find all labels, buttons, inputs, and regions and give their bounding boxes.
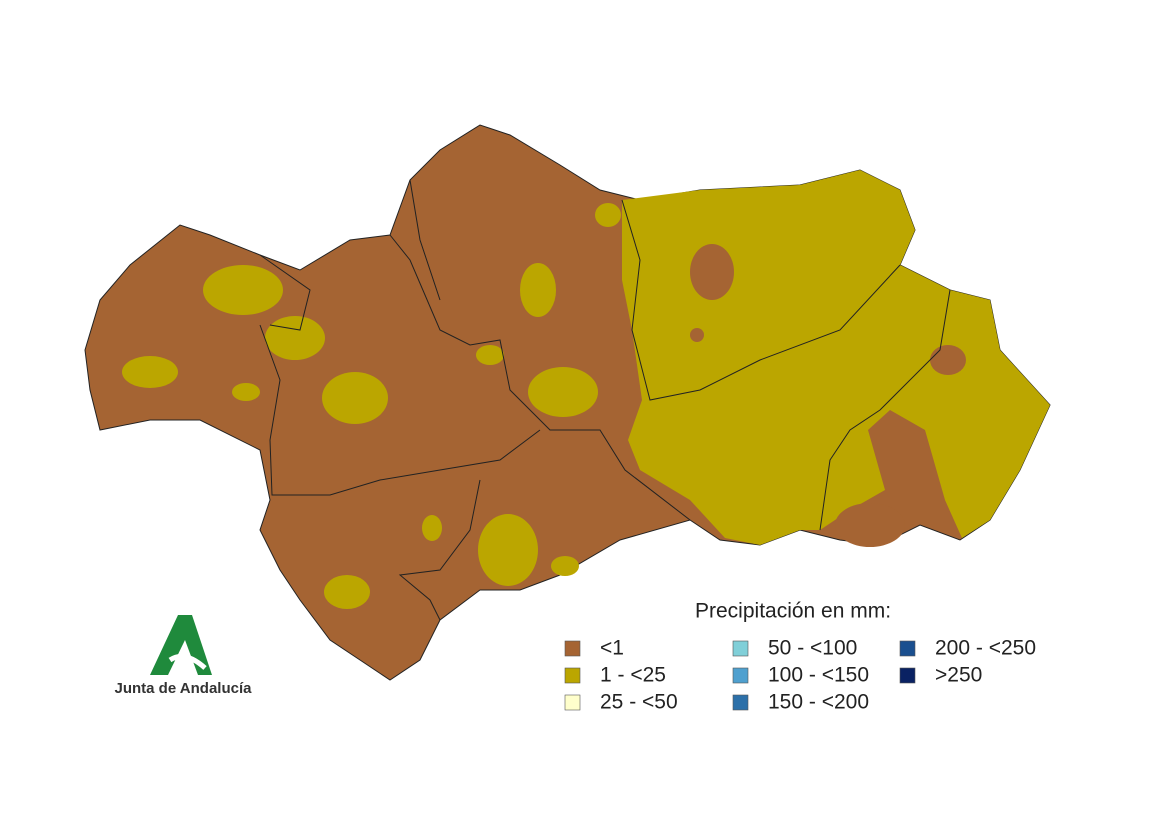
legend-swatch — [899, 667, 916, 684]
legend-label: >250 — [935, 664, 982, 687]
map — [84, 124, 1051, 681]
province-border — [259, 324, 541, 496]
province-border — [389, 234, 691, 521]
legend-swatch — [564, 640, 581, 657]
dry-patch — [930, 345, 966, 375]
province-border — [398, 479, 481, 621]
province-border — [259, 254, 311, 331]
legend-label: <1 — [600, 637, 624, 660]
legend-label: 150 - <200 — [768, 691, 869, 714]
legend-label: 1 - <25 — [600, 664, 666, 687]
legend: Precipitación en mm: <1 1 - <25 25 - <50 50… — [564, 600, 1036, 714]
legend-label: 50 - <100 — [768, 637, 857, 660]
dry-patch — [690, 244, 734, 300]
legend-title: Precipitación en mm: — [695, 600, 891, 623]
legend-label: 100 - <150 — [768, 664, 869, 687]
province-border — [819, 289, 951, 531]
dry-patch — [835, 503, 905, 547]
province-border — [621, 199, 901, 401]
province-border — [409, 179, 441, 301]
legend-swatch — [564, 667, 581, 684]
logo-text: Junta de Andalucía — [115, 680, 253, 697]
logo: Junta de Andalucía — [115, 615, 253, 697]
legend-swatch — [899, 640, 916, 657]
legend-label: 200 - <250 — [935, 637, 1036, 660]
legend-swatch — [732, 694, 749, 711]
legend-swatch — [564, 694, 581, 711]
wet-patches — [122, 203, 621, 609]
legend-swatch — [732, 667, 749, 684]
region-wet-east — [622, 170, 1050, 545]
logo-mark — [168, 653, 207, 670]
dry-patch — [690, 328, 704, 342]
legend-swatch — [732, 640, 749, 657]
legend-label: 25 - <50 — [600, 691, 678, 714]
